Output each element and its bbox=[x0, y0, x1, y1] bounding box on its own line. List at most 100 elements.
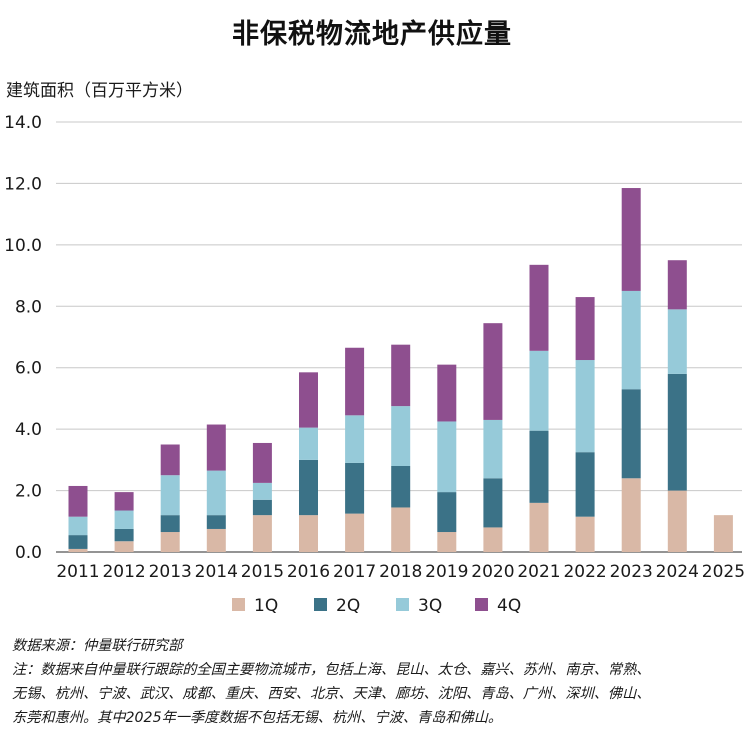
legend-swatch-1q bbox=[232, 598, 245, 611]
note-line-2: 无锡、杭州、宁波、武汉、成都、重庆、西安、北京、天津、廊坊、沈阳、青岛、广州、深… bbox=[12, 686, 651, 702]
bar-segment-1q-2011 bbox=[68, 548, 88, 552]
bar-segment-3q-2011 bbox=[68, 516, 88, 536]
legend: 1Q 2Q 3Q 4Q bbox=[232, 596, 521, 616]
x-tick-label: 2012 bbox=[102, 562, 145, 582]
y-tick-label: 14.0 bbox=[4, 113, 42, 133]
bar-segment-1q-2013 bbox=[160, 532, 180, 552]
source-note: 数据来源：仲量联行研究部 bbox=[12, 638, 183, 654]
bar-segment-3q-2022 bbox=[575, 360, 595, 453]
footnotes: 数据来源：仲量联行研究部 注：数据来自仲量联行跟踪的全国主要物流城市，包括上海、… bbox=[12, 634, 740, 730]
y-tick-label: 12.0 bbox=[4, 174, 42, 194]
bar-segment-1q-2012 bbox=[114, 541, 134, 552]
legend-swatch-4q bbox=[475, 598, 488, 611]
y-tick-label: 6.0 bbox=[15, 359, 42, 379]
y-axis-label: 建筑面积（百万平方米） bbox=[6, 81, 193, 101]
legend-label-1q: 1Q bbox=[254, 596, 278, 616]
note-line-1: 注：数据来自仲量联行跟踪的全国主要物流城市，包括上海、昆山、太仓、嘉兴、苏州、南… bbox=[12, 662, 651, 678]
bar-segment-3q-2018 bbox=[391, 406, 411, 466]
legend-label-4q: 4Q bbox=[497, 596, 521, 616]
x-tick-label: 2024 bbox=[656, 562, 699, 582]
chart-title: 非保税物流地产供应量 bbox=[232, 19, 512, 50]
bar-segment-4q-2016 bbox=[299, 372, 318, 428]
bar-segment-3q-2014 bbox=[206, 470, 226, 516]
x-tick-label: 2011 bbox=[56, 562, 99, 582]
legend-label-2q: 2Q bbox=[336, 596, 360, 616]
x-tick-label: 2014 bbox=[195, 562, 238, 582]
bar-segment-4q-2020 bbox=[483, 323, 503, 420]
bar-segment-4q-2024 bbox=[667, 260, 687, 310]
bar-segment-2q-2013 bbox=[160, 515, 180, 533]
x-tick-label: 2019 bbox=[425, 562, 468, 582]
bar-segment-3q-2015 bbox=[252, 482, 272, 500]
bar-segment-2q-2014 bbox=[206, 515, 226, 529]
bar-segment-2q-2016 bbox=[299, 459, 318, 516]
y-tick-label: 8.0 bbox=[15, 297, 42, 317]
x-tick-label: 2021 bbox=[517, 562, 560, 582]
bar-segment-2q-2011 bbox=[68, 535, 88, 549]
bar-segment-2q-2015 bbox=[252, 499, 272, 516]
bar-segment-1q-2018 bbox=[391, 507, 411, 552]
bar-segment-1q-2015 bbox=[252, 515, 272, 552]
x-tick-label: 2013 bbox=[149, 562, 192, 582]
x-tick-label: 2020 bbox=[471, 562, 514, 582]
bar-segment-2q-2018 bbox=[391, 466, 411, 508]
bar-segment-4q-2013 bbox=[160, 444, 180, 476]
note-line-3: 东莞和惠州。其中2025年一季度数据不包括无锡、杭州、宁波、青岛和佛山。 bbox=[12, 710, 503, 726]
bar-segment-2q-2019 bbox=[437, 492, 457, 533]
bar-segment-4q-2021 bbox=[529, 264, 549, 351]
bar-segment-3q-2019 bbox=[437, 421, 457, 493]
bar-segment-3q-2021 bbox=[529, 350, 549, 431]
x-tick-label: 2017 bbox=[333, 562, 376, 582]
bar-segment-1q-2020 bbox=[483, 527, 503, 552]
bar-segment-1q-2017 bbox=[345, 513, 365, 552]
bars bbox=[68, 188, 733, 552]
bar-segment-3q-2023 bbox=[621, 290, 641, 390]
legend-swatch-2q bbox=[314, 598, 327, 611]
x-tick-label: 2015 bbox=[241, 562, 284, 582]
bar-segment-3q-2012 bbox=[114, 510, 134, 529]
bar-segment-1q-2022 bbox=[575, 516, 595, 552]
stacked-bar-chart: 0.0 2.0 4.0 6.0 8.0 10.0 12.0 14.0 2011 2012 2013… bbox=[4, 113, 744, 616]
bar-segment-2q-2017 bbox=[345, 462, 365, 514]
bar-segment-4q-2011 bbox=[68, 485, 88, 517]
bar-segment-3q-2024 bbox=[667, 309, 687, 374]
y-tick-label: 4.0 bbox=[15, 420, 42, 440]
legend-swatch-3q bbox=[396, 598, 409, 611]
bar-segment-2q-2020 bbox=[483, 478, 503, 528]
bar-segment-1q-2023 bbox=[621, 478, 641, 552]
bar-segment-4q-2018 bbox=[391, 344, 411, 407]
bar-segment-2q-2023 bbox=[621, 389, 641, 479]
bar-segment-3q-2013 bbox=[160, 475, 180, 516]
bar-segment-4q-2014 bbox=[206, 424, 226, 471]
x-tick-label: 2022 bbox=[563, 562, 606, 582]
bar-segment-2q-2024 bbox=[667, 373, 687, 491]
bar-segment-3q-2016 bbox=[299, 427, 318, 460]
bar-segment-1q-2019 bbox=[437, 532, 457, 552]
y-tick-label: 2.0 bbox=[15, 482, 42, 502]
y-tick-label: 0.0 bbox=[15, 543, 42, 563]
legend-label-3q: 3Q bbox=[418, 596, 442, 616]
y-tick-labels: 0.0 2.0 4.0 6.0 8.0 10.0 12.0 14.0 bbox=[4, 113, 42, 563]
bar-segment-4q-2015 bbox=[252, 442, 272, 483]
bar-segment-2q-2012 bbox=[114, 528, 134, 542]
bar-segment-2q-2022 bbox=[575, 452, 595, 517]
bar-segment-4q-2019 bbox=[437, 364, 457, 422]
x-tick-label: 2018 bbox=[379, 562, 422, 582]
bar-segment-1q-2016 bbox=[299, 515, 318, 552]
bar-segment-4q-2022 bbox=[575, 297, 595, 361]
bar-segment-1q-2024 bbox=[667, 490, 687, 552]
bar-segment-4q-2023 bbox=[621, 188, 641, 291]
x-tick-label: 2023 bbox=[610, 562, 653, 582]
y-tick-label: 10.0 bbox=[4, 236, 42, 256]
bar-segment-4q-2017 bbox=[345, 347, 365, 416]
bar-segment-1q-2021 bbox=[529, 502, 549, 552]
bar-segment-1q-2025 bbox=[713, 515, 733, 552]
bar-segment-1q-2014 bbox=[206, 528, 226, 552]
x-tick-label: 2025 bbox=[702, 562, 744, 582]
bar-segment-2q-2021 bbox=[529, 430, 549, 503]
bar-segment-3q-2020 bbox=[483, 419, 503, 479]
bar-segment-3q-2017 bbox=[345, 415, 365, 463]
x-tick-labels: 2011 2012 2013 2014 2015 2016 2017 2018 2019 2020… bbox=[56, 562, 744, 582]
x-tick-label: 2016 bbox=[287, 562, 330, 582]
bar-segment-4q-2012 bbox=[114, 492, 134, 511]
